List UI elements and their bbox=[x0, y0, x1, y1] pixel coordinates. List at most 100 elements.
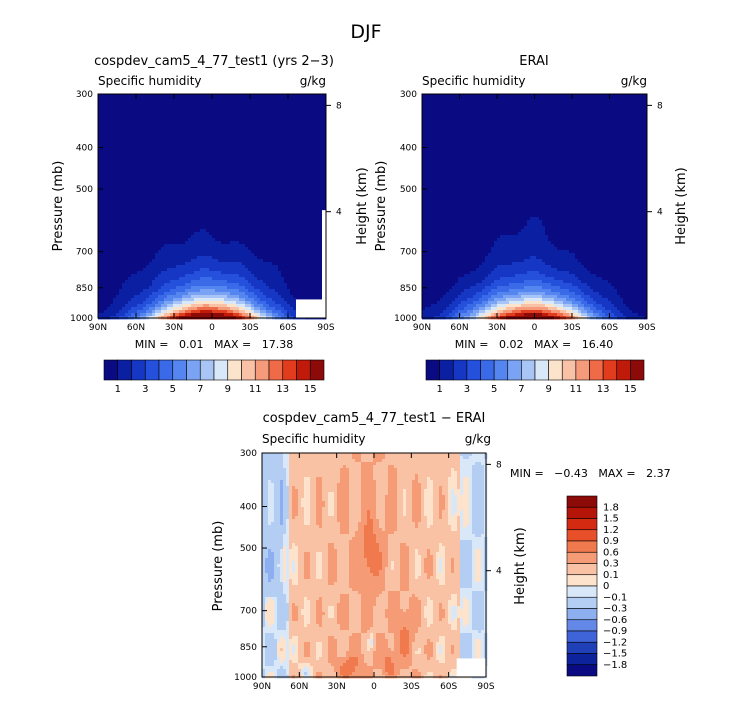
contour-cell bbox=[110, 103, 114, 107]
contour-cell bbox=[161, 136, 165, 140]
contour-cell bbox=[239, 118, 243, 122]
contour-cell bbox=[221, 208, 225, 212]
contour-cell bbox=[239, 208, 243, 212]
contour-cell bbox=[155, 208, 159, 212]
contour-cell bbox=[107, 286, 111, 290]
contour-cell bbox=[272, 271, 276, 275]
contour-cell bbox=[197, 142, 201, 146]
contour-cell bbox=[173, 109, 177, 113]
contour-cell bbox=[323, 142, 327, 146]
contour-cell bbox=[164, 157, 168, 161]
contour-cell bbox=[107, 100, 111, 104]
contour-cell bbox=[242, 208, 246, 212]
contour-cell bbox=[305, 232, 309, 236]
contour-cell bbox=[323, 127, 327, 131]
contour-cell bbox=[266, 103, 270, 107]
contour-cell bbox=[323, 184, 327, 188]
contour-cell bbox=[287, 181, 291, 185]
contour-cell bbox=[281, 136, 285, 140]
contour-cell bbox=[239, 121, 243, 125]
contour-cell bbox=[212, 103, 216, 107]
contour-cell bbox=[236, 259, 240, 263]
contour-cell bbox=[206, 145, 210, 149]
contour-cell bbox=[194, 271, 198, 275]
contour-cell bbox=[179, 265, 183, 269]
contour-cell bbox=[116, 289, 120, 293]
contour-cell bbox=[293, 277, 297, 281]
contour-cell bbox=[293, 187, 297, 191]
contour-cell bbox=[116, 106, 120, 110]
contour-cell bbox=[179, 217, 183, 221]
contour-cell bbox=[122, 181, 126, 185]
contour-cell bbox=[206, 94, 210, 98]
contour-cell bbox=[257, 121, 261, 125]
contour-cell bbox=[176, 169, 180, 173]
contour-cell bbox=[254, 238, 258, 242]
contour-cell bbox=[227, 226, 231, 230]
contour-cell bbox=[128, 157, 132, 161]
contour-cell bbox=[182, 202, 186, 206]
contour-cell bbox=[185, 109, 189, 113]
contour-cell bbox=[215, 139, 219, 143]
contour-cell bbox=[305, 253, 309, 257]
contour-cell bbox=[323, 118, 327, 122]
contour-cell bbox=[224, 130, 228, 134]
contour-cell bbox=[104, 124, 108, 128]
contour-cell bbox=[110, 136, 114, 140]
contour-cell bbox=[158, 253, 162, 257]
contour-cell bbox=[125, 235, 129, 239]
contour-cell bbox=[263, 124, 267, 128]
contour-cell bbox=[146, 175, 150, 179]
contour-cell bbox=[158, 157, 162, 161]
contour-cell bbox=[119, 250, 123, 254]
contour-cell bbox=[236, 238, 240, 242]
contour-cell bbox=[215, 154, 219, 158]
contour-cell bbox=[317, 268, 321, 272]
contour-cell bbox=[266, 100, 270, 104]
contour-cell bbox=[296, 268, 300, 272]
contour-cell bbox=[278, 124, 282, 128]
contour-cell bbox=[170, 94, 174, 98]
panel-units: g/kg bbox=[300, 74, 326, 88]
contour-cell bbox=[179, 262, 183, 266]
contour-cell bbox=[173, 127, 177, 131]
contour-cell bbox=[107, 232, 111, 236]
contour-cell bbox=[320, 232, 324, 236]
contour-cell bbox=[194, 241, 198, 245]
contour-cell bbox=[215, 181, 219, 185]
contour-cell bbox=[218, 175, 222, 179]
contour-cell bbox=[242, 277, 246, 281]
contour-cell bbox=[260, 196, 264, 200]
contour-cell bbox=[293, 181, 297, 185]
contour-cell bbox=[164, 202, 168, 206]
contour-cell bbox=[260, 121, 264, 125]
contour-cell bbox=[314, 217, 318, 221]
contour-cell bbox=[299, 190, 303, 194]
contour-cell bbox=[233, 112, 237, 116]
contour-cell bbox=[191, 136, 195, 140]
contour-cell bbox=[293, 259, 297, 263]
contour-cell bbox=[101, 142, 105, 146]
contour-cell bbox=[143, 160, 147, 164]
contour-cell bbox=[137, 175, 141, 179]
contour-cell bbox=[209, 94, 213, 98]
contour-cell bbox=[194, 163, 198, 167]
contour-cell bbox=[200, 232, 204, 236]
contour-cell bbox=[134, 157, 138, 161]
contour-cell bbox=[167, 220, 171, 224]
contour-cell bbox=[155, 238, 159, 242]
contour-cell bbox=[260, 136, 264, 140]
contour-cell bbox=[239, 190, 243, 194]
contour-cell bbox=[227, 223, 231, 227]
contour-cell bbox=[131, 187, 135, 191]
contour-cell bbox=[257, 130, 261, 134]
contour-cell bbox=[107, 235, 111, 239]
contour-cell bbox=[203, 187, 207, 191]
contour-cell bbox=[233, 157, 237, 161]
contour-cell bbox=[98, 238, 102, 242]
contour-cell bbox=[320, 202, 324, 206]
contour-cell bbox=[257, 148, 261, 152]
contour-cell bbox=[137, 178, 141, 182]
contour-cell bbox=[284, 148, 288, 152]
contour-cell bbox=[269, 250, 273, 254]
